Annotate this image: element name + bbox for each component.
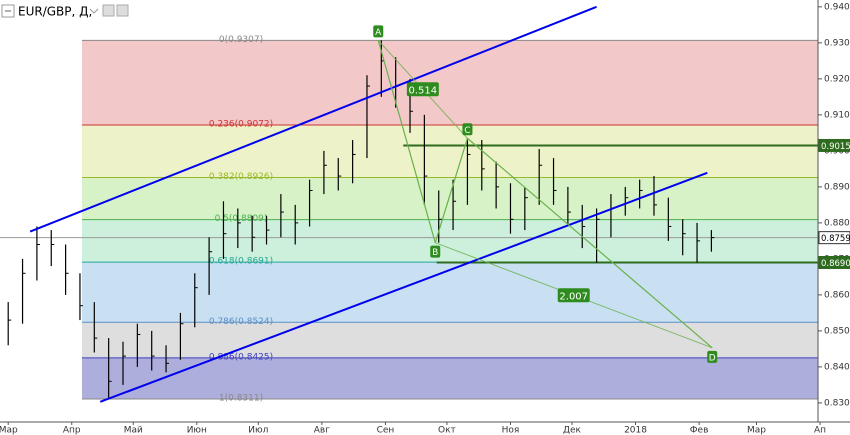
x-tick-label: Ноя xyxy=(502,426,520,435)
ratio-box xyxy=(557,288,590,303)
channel-line xyxy=(29,5,597,233)
fib-band xyxy=(82,322,819,358)
symbol-title: EUR/GBP, Д, xyxy=(18,5,92,19)
channel-line xyxy=(99,171,708,403)
pattern-leg xyxy=(377,40,436,243)
plot-area: 0(0.9307) 0.236(0.9072) 0.382(0.8926) 0.5(0… xyxy=(0,5,819,403)
fib-label: 0.382(0.8926) xyxy=(209,172,273,182)
fib-label: 0.786(0.8524) xyxy=(209,317,273,327)
fib-band xyxy=(82,357,819,399)
point-label: A xyxy=(375,28,382,38)
x-tick-label: Ап xyxy=(814,426,826,435)
x-tick-label: Июл xyxy=(248,426,268,435)
fib-band xyxy=(82,262,819,323)
point-box xyxy=(430,245,441,258)
point-box xyxy=(373,25,384,38)
x-tick-label: Май xyxy=(124,426,143,435)
fib-band xyxy=(82,124,819,178)
point-label: D xyxy=(709,353,716,363)
x-tick-label: Дек xyxy=(563,426,582,435)
close-icon[interactable] xyxy=(116,4,129,17)
point-box xyxy=(462,123,473,136)
fib-label: 0(0.9307) xyxy=(219,35,263,45)
menu-icon[interactable] xyxy=(89,8,99,14)
fib-band xyxy=(82,219,819,263)
x-tick-label: Окт xyxy=(438,426,456,435)
x-tick-label: 2018 xyxy=(624,426,647,435)
x-tick-label: Авг xyxy=(314,426,330,435)
x-tick-label: Мар xyxy=(747,426,766,435)
x-tick-label: Фев xyxy=(690,426,709,435)
x-tick-label: Сен xyxy=(377,426,395,435)
header: EUR/GBP, Д, xyxy=(1,4,129,19)
pattern-leg xyxy=(467,137,713,349)
y-tick-label: 0.9400 xyxy=(824,2,850,12)
point-box xyxy=(707,350,718,363)
fib-label: 1(0.8311) xyxy=(219,393,263,403)
fib-label: 0.236(0.9072) xyxy=(209,119,273,129)
price-label-box xyxy=(818,138,850,152)
price-label: 0.8690 xyxy=(821,259,850,269)
price-label-box xyxy=(818,231,850,245)
price-label: 0.9015 xyxy=(821,142,850,152)
fib-band xyxy=(82,177,819,220)
fib-label: 0.618(0.8691) xyxy=(209,257,273,267)
point-label: B xyxy=(432,248,438,258)
pattern-leg xyxy=(434,138,469,243)
ratio-label: 0.514 xyxy=(409,85,438,96)
price-label: 0.8759 xyxy=(821,234,850,244)
fib-label: 0.886(0.8425) xyxy=(209,352,273,362)
fib-label: 0.5(0.8809) xyxy=(215,214,268,224)
x-tick-label: Апр xyxy=(63,426,81,435)
fib-band xyxy=(82,40,819,125)
ratio-label: 2.007 xyxy=(559,291,588,302)
price-label-box xyxy=(818,255,850,269)
ratio-box xyxy=(406,82,439,97)
point-label: C xyxy=(464,126,470,136)
x-tick-label: Июн xyxy=(187,426,207,435)
x-tick-label: Мар xyxy=(0,426,18,435)
settings-icon[interactable] xyxy=(102,4,115,17)
